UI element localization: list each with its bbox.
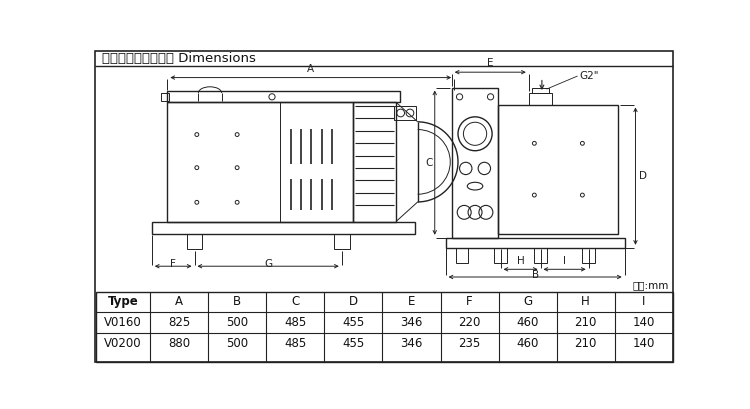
Bar: [96, 292, 673, 362]
Text: E: E: [408, 295, 416, 308]
Text: B: B: [233, 295, 242, 308]
Bar: [161, 93, 169, 101]
Bar: [532, 88, 549, 93]
Bar: [353, 102, 396, 222]
Text: 880: 880: [168, 337, 190, 351]
Text: H: H: [581, 295, 590, 308]
Text: G: G: [523, 295, 532, 308]
Text: 460: 460: [517, 316, 538, 329]
Bar: [529, 93, 552, 105]
Bar: [534, 248, 547, 263]
Text: Type: Type: [108, 295, 139, 308]
Text: B: B: [532, 270, 538, 280]
Bar: [394, 106, 416, 120]
Text: G: G: [264, 259, 272, 269]
Text: I: I: [642, 295, 645, 308]
Text: 235: 235: [458, 337, 481, 351]
Bar: [583, 248, 595, 263]
Text: 210: 210: [574, 316, 597, 329]
Bar: [498, 105, 619, 234]
Bar: [187, 234, 202, 249]
Text: A: A: [176, 295, 183, 308]
Text: D: D: [639, 171, 647, 181]
Text: V0160: V0160: [104, 316, 142, 329]
Text: 455: 455: [342, 337, 364, 351]
Bar: [494, 248, 507, 263]
Text: 500: 500: [226, 337, 248, 351]
Text: H: H: [517, 256, 524, 266]
Text: E: E: [487, 58, 494, 68]
Bar: [334, 234, 350, 249]
Text: 346: 346: [400, 316, 423, 329]
Text: 460: 460: [517, 337, 538, 351]
Text: A: A: [308, 64, 314, 74]
Text: 346: 346: [400, 337, 423, 351]
Bar: [152, 222, 416, 234]
Text: C: C: [425, 157, 433, 168]
Text: I: I: [563, 256, 566, 266]
Bar: [167, 102, 353, 222]
Bar: [452, 88, 498, 238]
Text: D: D: [349, 295, 358, 308]
Text: C: C: [291, 295, 299, 308]
Text: 500: 500: [226, 316, 248, 329]
Text: 外型尺寸及安裝尺寸 Dimensions: 外型尺寸及安裝尺寸 Dimensions: [101, 52, 255, 65]
Text: G2": G2": [579, 71, 598, 81]
Text: F: F: [466, 295, 472, 308]
Text: 220: 220: [458, 316, 481, 329]
Bar: [456, 248, 468, 263]
Text: 140: 140: [632, 316, 655, 329]
Text: 485: 485: [284, 316, 307, 329]
Bar: [167, 92, 400, 102]
Text: V0200: V0200: [104, 337, 142, 351]
Text: 210: 210: [574, 337, 597, 351]
Text: 單位:mm: 單位:mm: [632, 280, 669, 290]
Bar: [446, 238, 625, 248]
Text: F: F: [170, 259, 176, 269]
Text: 485: 485: [284, 337, 307, 351]
Text: 140: 140: [632, 337, 655, 351]
Text: 825: 825: [168, 316, 190, 329]
Text: 455: 455: [342, 316, 364, 329]
